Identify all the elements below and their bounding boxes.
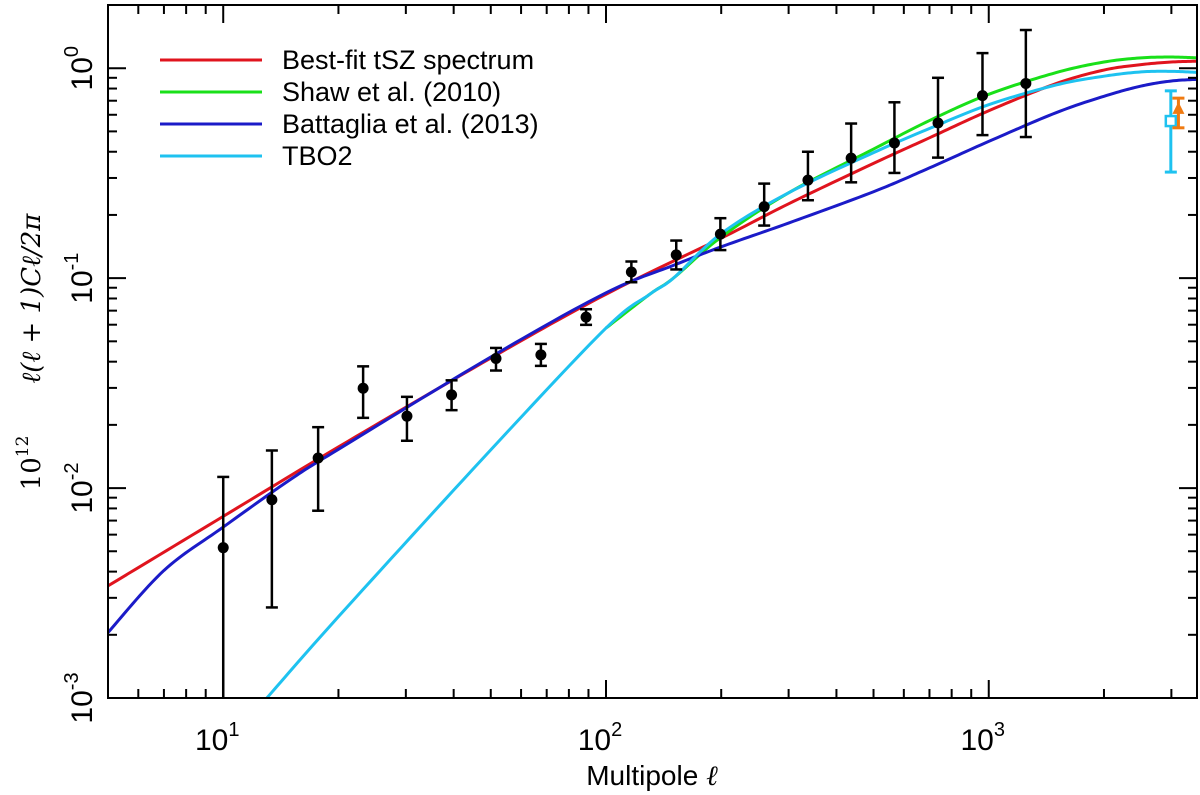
data-point <box>714 216 727 252</box>
square-marker <box>1164 114 1178 128</box>
y-axis-label: 1012 ℓ(ℓ + 1)Cℓ/2π <box>13 213 47 491</box>
data-point <box>845 122 858 184</box>
x-tick-label: 103 <box>961 719 1006 757</box>
triangle-marker <box>1172 101 1185 114</box>
legend-item-best-fit-tsz-spectrum: Best-fit tSZ spectrum <box>160 45 534 75</box>
data-point <box>888 101 901 175</box>
data-point <box>1019 28 1032 139</box>
data-marker <box>401 410 413 422</box>
y-tick-label: 100 <box>61 46 99 91</box>
cyan-square-point <box>1164 89 1178 174</box>
data-point <box>312 425 325 512</box>
curve-tbo2 <box>265 69 1197 698</box>
data-marker <box>1020 77 1032 89</box>
data-marker <box>625 266 637 278</box>
data-point <box>217 475 230 698</box>
data-marker <box>714 228 726 240</box>
legend-item-tbo2: TBO2 <box>160 141 353 171</box>
plot-border <box>107 4 1198 699</box>
plot-frame <box>107 4 1198 699</box>
data-point <box>976 51 989 137</box>
data-marker <box>845 152 857 164</box>
data-point <box>670 239 683 271</box>
data-marker <box>535 349 547 361</box>
data-point <box>534 342 547 368</box>
data-marker <box>357 382 369 394</box>
x-tick-label: 102 <box>578 719 623 757</box>
x-axis-label: Multipole ℓ <box>586 759 718 792</box>
data-point <box>932 76 945 159</box>
data-marker <box>580 311 592 323</box>
axis-ticks: 101 102 103 10-3 10-2 10-1 100 <box>61 4 1197 757</box>
data-marker <box>446 389 458 401</box>
data-marker <box>217 542 229 554</box>
data-marker <box>266 494 278 506</box>
data-marker <box>670 249 682 261</box>
data-point <box>580 307 593 327</box>
data-point <box>489 346 502 372</box>
data-marker <box>888 137 900 149</box>
legend-label: TBO2 <box>282 141 353 171</box>
data-marker <box>976 90 988 102</box>
curve-shaw-et-al-2010 <box>605 55 1197 330</box>
y-tick-label: 10-1 <box>61 253 99 304</box>
legend-item-battaglia-et-al-2013: Battaglia et al. (2013) <box>160 109 539 139</box>
x-tick-label: 101 <box>195 719 240 757</box>
legend-label: Shaw et al. (2010) <box>282 77 501 107</box>
axis-labels: Multipole ℓ 1012 ℓ(ℓ + 1)Cℓ/2π <box>13 213 718 792</box>
data-point <box>801 150 814 202</box>
data-point <box>445 379 458 412</box>
data-point <box>758 182 771 227</box>
y-tick-label: 10-2 <box>61 462 99 513</box>
data-point <box>400 395 413 443</box>
orange-triangle-point <box>1172 96 1185 130</box>
data-marker <box>312 452 324 464</box>
data-marker <box>932 117 944 129</box>
curve-battaglia-et-al-2013 <box>108 77 1197 634</box>
data-point <box>265 449 278 609</box>
model-curves <box>108 55 1197 698</box>
legend-label: Battaglia et al. (2013) <box>282 109 539 139</box>
data-point <box>625 260 638 284</box>
data-points <box>217 28 1185 698</box>
y-tick-label: 10-3 <box>61 672 99 723</box>
data-marker <box>802 174 814 186</box>
data-marker <box>490 353 502 365</box>
data-marker <box>758 201 770 213</box>
data-point <box>357 365 370 420</box>
legend-label: Best-fit tSZ spectrum <box>282 45 534 75</box>
legend-item-shaw-et-al-2010: Shaw et al. (2010) <box>160 77 501 107</box>
